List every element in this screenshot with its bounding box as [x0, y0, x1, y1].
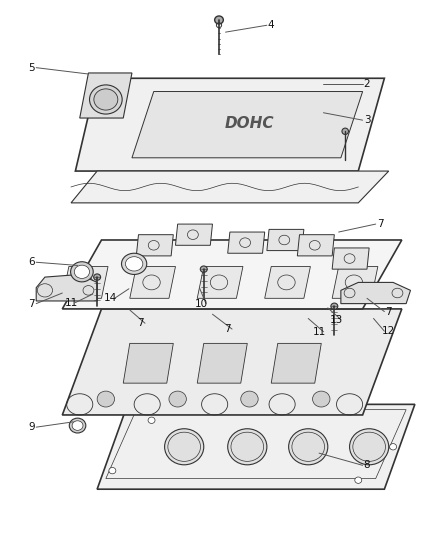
Text: 7: 7: [377, 219, 383, 229]
Ellipse shape: [331, 303, 338, 310]
Ellipse shape: [228, 429, 267, 465]
Polygon shape: [80, 73, 132, 118]
Ellipse shape: [69, 418, 86, 433]
Text: 5: 5: [28, 63, 35, 72]
Ellipse shape: [390, 443, 396, 450]
Polygon shape: [176, 224, 212, 245]
Ellipse shape: [148, 417, 155, 423]
Text: 9: 9: [28, 422, 35, 432]
Polygon shape: [62, 240, 402, 309]
Ellipse shape: [125, 257, 143, 271]
Ellipse shape: [72, 421, 83, 430]
Ellipse shape: [94, 89, 118, 110]
Text: 7: 7: [385, 306, 392, 317]
Text: 13: 13: [330, 314, 343, 325]
Polygon shape: [62, 309, 402, 415]
Text: 6: 6: [28, 257, 35, 267]
Ellipse shape: [241, 391, 258, 407]
Ellipse shape: [94, 274, 101, 280]
Ellipse shape: [313, 391, 330, 407]
Polygon shape: [267, 229, 304, 251]
Ellipse shape: [355, 477, 362, 483]
Polygon shape: [132, 92, 363, 158]
Ellipse shape: [109, 467, 116, 474]
Ellipse shape: [200, 266, 207, 272]
Ellipse shape: [74, 265, 89, 278]
Text: 3: 3: [364, 115, 370, 125]
Ellipse shape: [169, 391, 186, 407]
Text: 11: 11: [64, 297, 78, 308]
Ellipse shape: [215, 16, 223, 24]
Polygon shape: [97, 405, 415, 489]
Ellipse shape: [89, 85, 122, 114]
Text: 8: 8: [364, 461, 370, 470]
Polygon shape: [75, 78, 385, 171]
Polygon shape: [265, 266, 311, 298]
Text: 7: 7: [28, 298, 35, 309]
Polygon shape: [332, 248, 369, 269]
Ellipse shape: [342, 128, 349, 134]
Ellipse shape: [121, 253, 147, 274]
Text: 7: 7: [138, 318, 144, 328]
Polygon shape: [332, 266, 378, 298]
Polygon shape: [136, 235, 173, 256]
Polygon shape: [71, 171, 389, 203]
Polygon shape: [271, 343, 321, 383]
Polygon shape: [62, 266, 108, 298]
Text: 4: 4: [268, 20, 275, 30]
Polygon shape: [130, 266, 176, 298]
Polygon shape: [36, 274, 97, 301]
Polygon shape: [197, 266, 243, 298]
Polygon shape: [297, 235, 334, 256]
Ellipse shape: [350, 429, 389, 465]
Polygon shape: [228, 232, 265, 253]
Text: DOHC: DOHC: [225, 116, 274, 131]
Text: 11: 11: [312, 327, 326, 337]
Ellipse shape: [165, 429, 204, 465]
Text: 12: 12: [382, 326, 396, 336]
Ellipse shape: [97, 391, 115, 407]
Text: 7: 7: [224, 324, 231, 334]
Polygon shape: [341, 282, 410, 304]
Text: 2: 2: [364, 78, 370, 88]
Polygon shape: [197, 343, 247, 383]
Text: 10: 10: [195, 298, 208, 309]
Ellipse shape: [289, 429, 328, 465]
Text: 14: 14: [103, 293, 117, 303]
Ellipse shape: [71, 262, 93, 282]
Polygon shape: [123, 343, 173, 383]
